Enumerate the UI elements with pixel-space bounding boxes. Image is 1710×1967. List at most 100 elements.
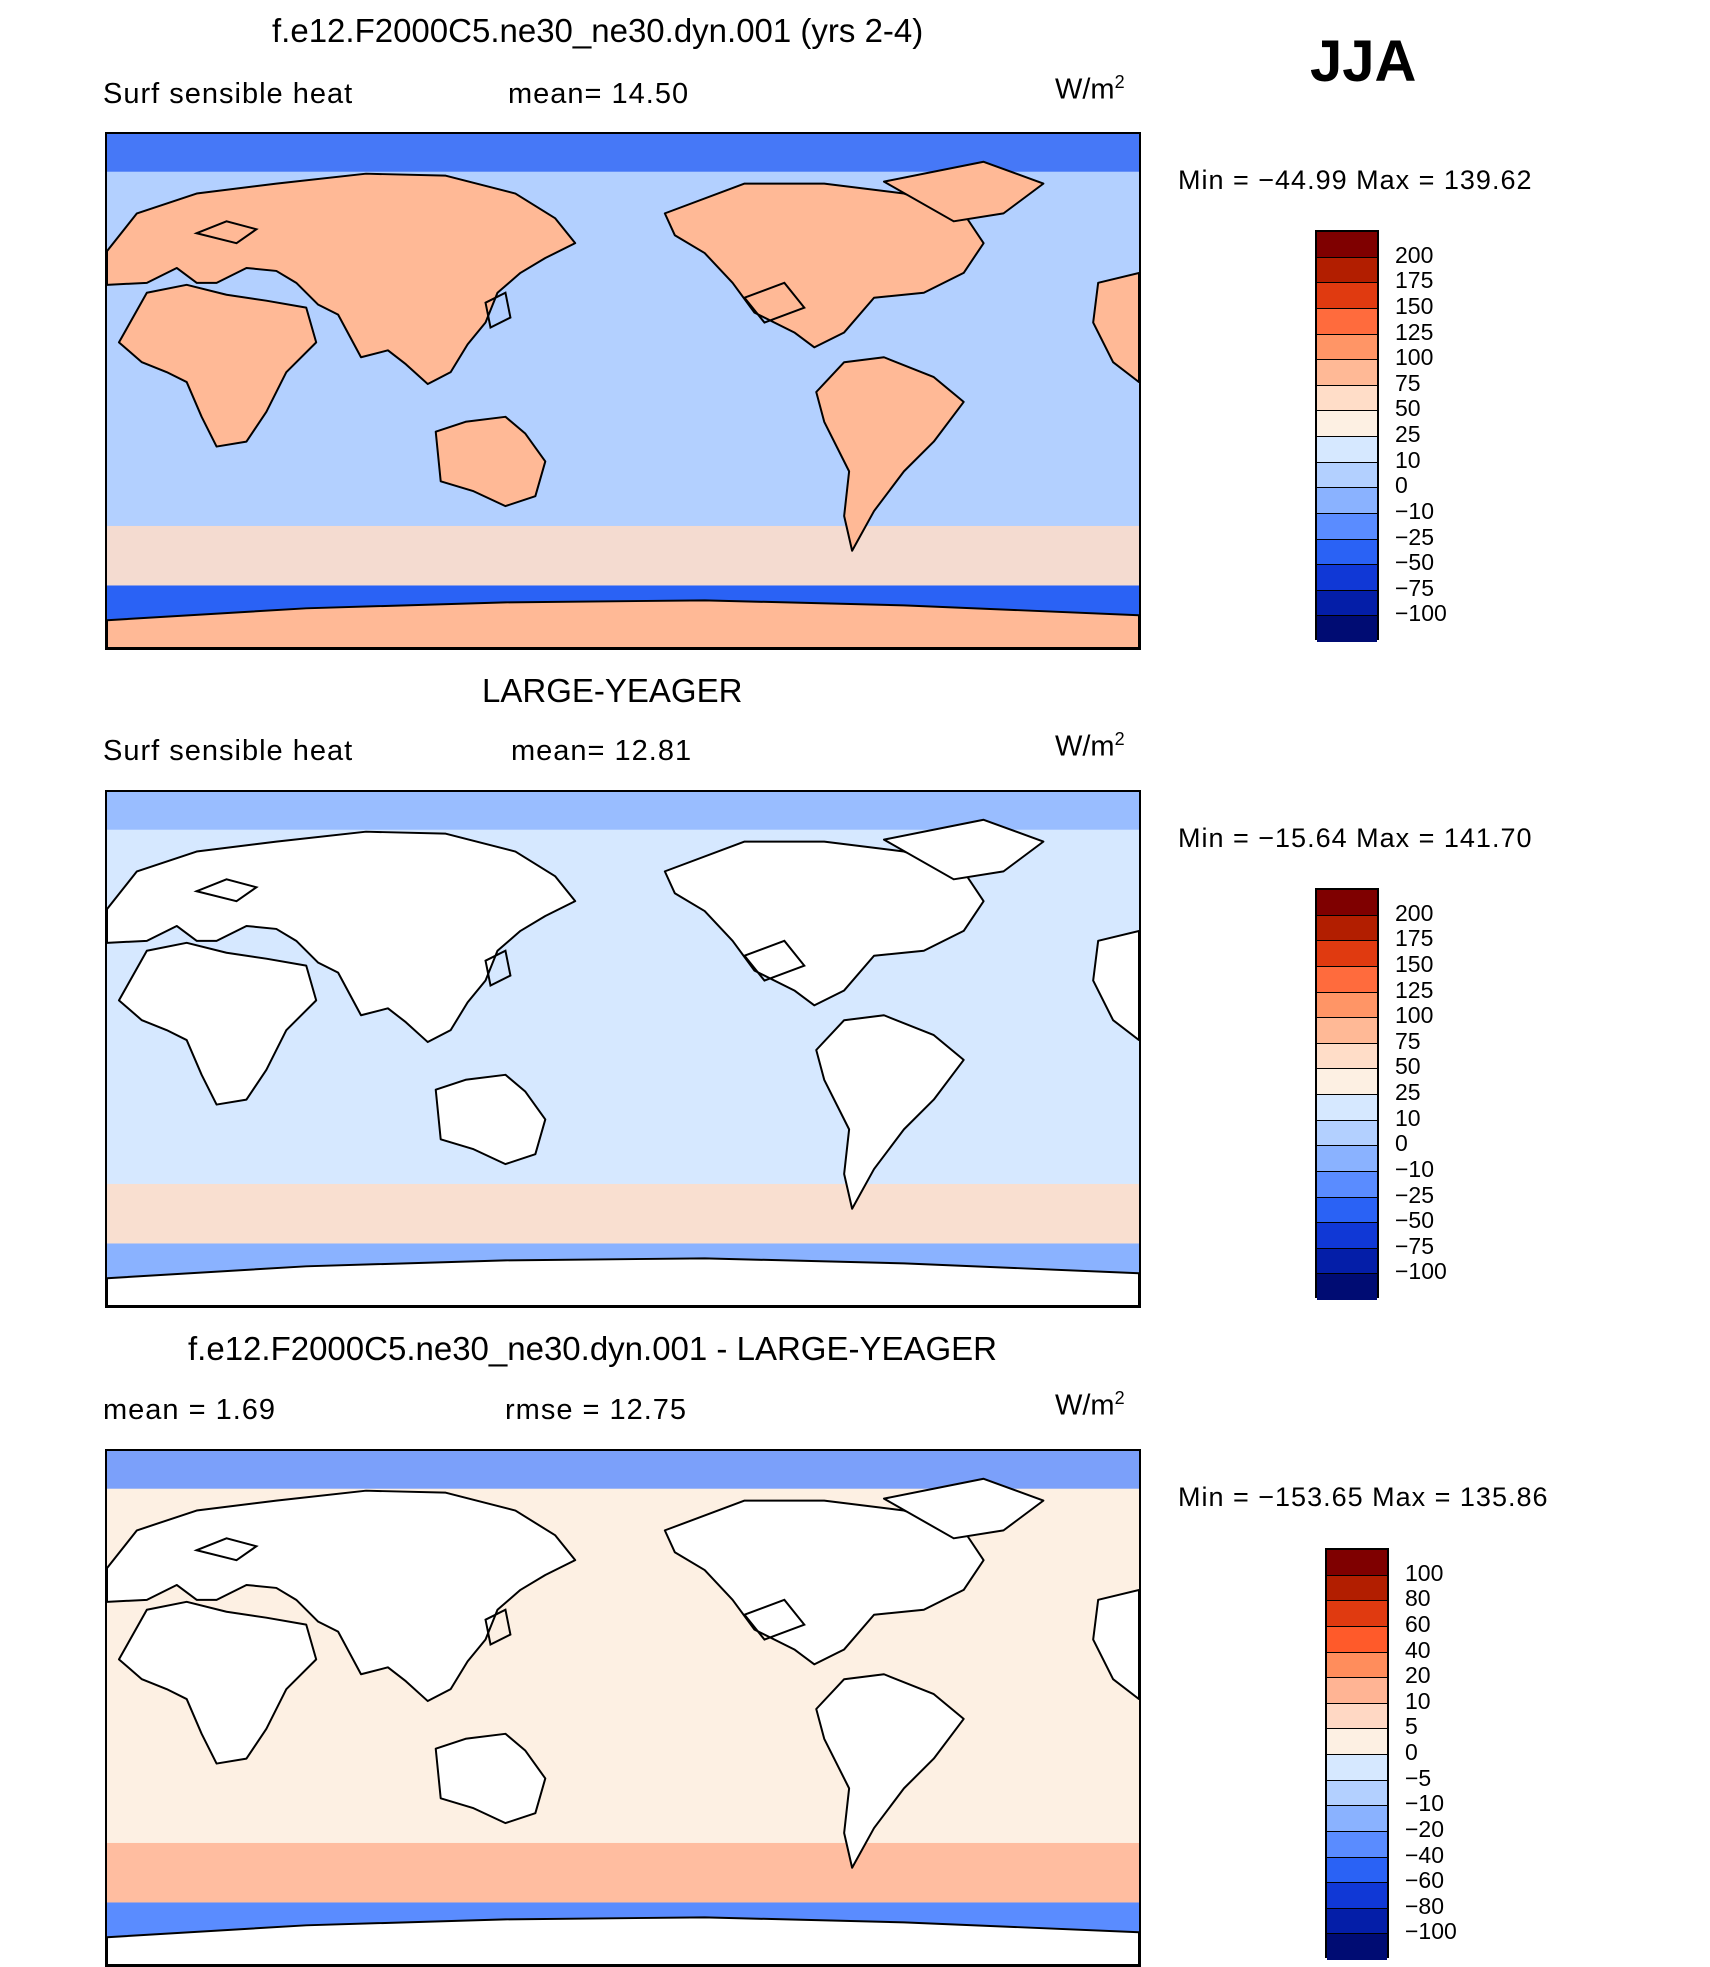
panel-1-colorbar — [1315, 230, 1379, 642]
continent-outline — [107, 1257, 1139, 1306]
colorbar-level-label: −100 — [1405, 1918, 1457, 1945]
colorbar-swatch — [1327, 1755, 1387, 1781]
continent-outline — [107, 1916, 1139, 1965]
colorbar-level-label: 5 — [1405, 1713, 1418, 1740]
colorbar-swatch — [1327, 1934, 1387, 1960]
panel-2-variable-label: Surf sensible heat — [103, 735, 354, 767]
colorbar-level-label: 10 — [1395, 1104, 1421, 1131]
colorbar-swatch — [1317, 1043, 1377, 1070]
panel-3-title: f.e12.F2000C5.ne30_ne30.dyn.001 - LARGE-… — [188, 1330, 997, 1367]
panel-2-units: W/m2 — [1055, 729, 1125, 763]
colorbar-level-label: 60 — [1405, 1610, 1431, 1637]
continent-outline — [1092, 271, 1139, 384]
colorbar-level-label: 150 — [1395, 292, 1434, 319]
panel-2-mean-label: mean= 12.81 — [511, 735, 693, 767]
colorbar-level-label: 10 — [1405, 1687, 1431, 1714]
colorbar-swatch — [1317, 283, 1377, 309]
colorbar-level-label: 10 — [1395, 446, 1421, 473]
colorbar-level-label: 80 — [1405, 1585, 1431, 1612]
colorbar-swatch — [1317, 513, 1377, 540]
continent-outline — [882, 1477, 1045, 1540]
colorbar-level-label: −10 — [1395, 497, 1435, 524]
colorbar-swatch — [1327, 1857, 1387, 1884]
colorbar-level-label: −20 — [1405, 1815, 1445, 1842]
panel-1-minmax: Min = −44.99 Max = 139.62 — [1178, 165, 1533, 195]
continent-outline — [663, 840, 985, 1007]
colorbar-swatch — [1317, 966, 1377, 993]
colorbar-swatch — [1317, 1248, 1377, 1275]
colorbar-swatch — [1317, 1171, 1377, 1198]
continent-outline — [1092, 1588, 1139, 1701]
colorbar-swatch — [1317, 590, 1377, 617]
continent-outline — [107, 172, 577, 386]
colorbar-level-label: 125 — [1395, 318, 1434, 345]
colorbar-swatch — [1317, 385, 1377, 412]
panel-3-rmse-label: rmse = 12.75 — [505, 1394, 688, 1426]
colorbar-level-label: 175 — [1395, 925, 1434, 952]
colorbar-level-label: 75 — [1395, 369, 1421, 396]
colorbar-swatch — [1327, 1831, 1387, 1858]
colorbar-level-label: 200 — [1395, 899, 1434, 926]
colorbar-swatch — [1317, 1223, 1377, 1249]
colorbar-level-label: 0 — [1395, 472, 1408, 499]
panel-3-colorbar-labels: 100 80 60 40 20 10 5 0 −5 −10 −20 −40 −60 −80 −100 — [1405, 1548, 1525, 1958]
colorbar-swatch — [1317, 232, 1377, 258]
colorbar-level-label: 0 — [1405, 1739, 1418, 1765]
panel-1-mean-label: mean= 14.50 — [508, 78, 690, 110]
panel-3-units: W/m2 — [1055, 1388, 1125, 1422]
colorbar-level-label: 25 — [1395, 1079, 1421, 1105]
colorbar-swatch — [1317, 411, 1377, 437]
island-outline — [484, 291, 512, 329]
panel-1-units: W/m2 — [1055, 72, 1125, 106]
colorbar-level-label: 100 — [1395, 344, 1434, 371]
colorbar-level-label: −10 — [1395, 1155, 1435, 1182]
panel-2-title: LARGE-YEAGER — [482, 672, 743, 709]
colorbar-swatch — [1317, 1146, 1377, 1172]
colorbar-level-label: 125 — [1395, 976, 1434, 1003]
panel-1-map — [105, 132, 1141, 650]
continent-outline — [882, 160, 1045, 223]
continent-outline — [107, 830, 577, 1044]
colorbar-level-label: 175 — [1395, 267, 1434, 294]
colorbar-level-label: −5 — [1405, 1764, 1432, 1791]
continent-outline — [434, 1073, 547, 1166]
panel-3-mean-label: mean = 1.69 — [103, 1394, 277, 1426]
colorbar-swatch — [1317, 334, 1377, 361]
panel-1-variable-label: Surf sensible heat — [103, 78, 354, 110]
island-outline — [742, 281, 806, 324]
colorbar-swatch — [1317, 941, 1377, 967]
colorbar-level-label: 20 — [1405, 1662, 1431, 1689]
island-outline — [484, 949, 512, 987]
colorbar-swatch — [1317, 462, 1377, 489]
colorbar-swatch — [1317, 539, 1377, 566]
continent-outline — [117, 941, 318, 1106]
continent-outline — [434, 1732, 547, 1825]
panel-1-title: f.e12.F2000C5.ne30_ne30.dyn.001 (yrs 2-4… — [272, 12, 924, 49]
colorbar-swatch — [1327, 1883, 1387, 1909]
continent-outline — [117, 1600, 318, 1765]
continent-outline — [663, 182, 985, 349]
panel-3-map — [105, 1449, 1141, 1967]
colorbar-level-label: 150 — [1395, 950, 1434, 977]
southern-ocean-band — [107, 1183, 1139, 1244]
island-outline — [193, 1537, 259, 1562]
colorbar-level-label: 50 — [1395, 395, 1421, 422]
island-outline — [742, 1598, 806, 1641]
colorbar-swatch — [1317, 1197, 1377, 1224]
colorbar-level-label: −10 — [1405, 1790, 1445, 1817]
panel-1-colorbar-labels: 200 175 150 125 100 75 50 25 10 0 −10 −25 −50 −75 −100 — [1395, 230, 1515, 640]
colorbar-swatch — [1317, 360, 1377, 386]
colorbar-level-label: −100 — [1395, 1258, 1447, 1285]
colorbar-swatch — [1317, 308, 1377, 335]
colorbar-swatch — [1317, 565, 1377, 591]
colorbar-swatch — [1317, 1274, 1377, 1300]
colorbar-level-label: −75 — [1395, 1232, 1435, 1259]
island-outline — [484, 1608, 512, 1646]
colorbar-swatch — [1327, 1729, 1387, 1755]
colorbar-level-label: 100 — [1395, 1002, 1434, 1029]
colorbar-level-label: 50 — [1395, 1053, 1421, 1080]
colorbar-swatch — [1317, 1069, 1377, 1095]
continent-outline — [815, 1673, 965, 1869]
colorbar-level-label: −75 — [1395, 574, 1435, 601]
colorbar-swatch — [1317, 437, 1377, 463]
